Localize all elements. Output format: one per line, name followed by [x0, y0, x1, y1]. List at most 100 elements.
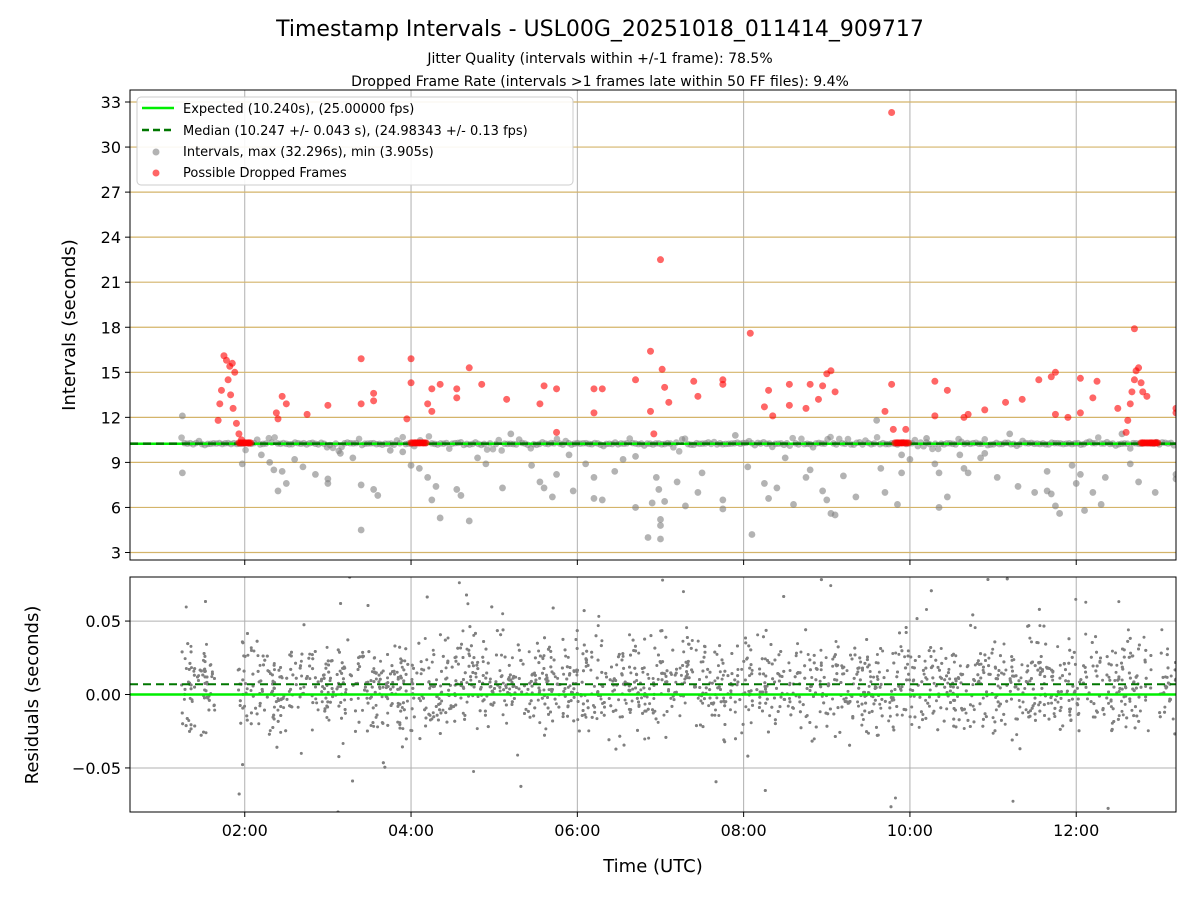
residual-point — [991, 731, 995, 735]
residual-point — [1116, 717, 1120, 721]
residual-point — [991, 716, 995, 720]
interval-point — [1151, 489, 1159, 496]
residual-point — [690, 815, 693, 818]
residual-point — [1159, 651, 1163, 655]
residual-point — [794, 654, 798, 658]
residual-point — [324, 662, 328, 666]
residual-point — [427, 666, 431, 670]
residual-point — [439, 669, 443, 673]
residual-point — [472, 633, 476, 637]
interval-point — [673, 478, 681, 486]
residual-point — [320, 700, 324, 704]
residual-point — [736, 668, 740, 672]
residual-point — [909, 655, 913, 659]
residual-point — [920, 680, 924, 684]
interval-point — [553, 471, 560, 478]
interval-point — [271, 434, 278, 441]
residual-point — [321, 685, 325, 689]
residual-point — [1050, 701, 1054, 705]
residual-point — [611, 679, 615, 683]
residual-point — [962, 707, 966, 711]
residual-point — [602, 713, 606, 717]
residual-point — [945, 674, 949, 678]
residual-point — [1146, 729, 1150, 733]
interval-point — [1076, 471, 1084, 478]
residual-point — [755, 688, 759, 692]
dropped-point — [407, 379, 415, 387]
residual-point — [943, 678, 947, 682]
residual-point — [849, 653, 853, 657]
residual-point — [499, 675, 503, 679]
residual-point — [492, 687, 496, 691]
residual-point — [887, 719, 891, 723]
residual-point — [470, 661, 474, 665]
residual-point — [501, 681, 505, 685]
interval-point — [694, 489, 702, 496]
residual-point — [386, 676, 390, 680]
dropped-point — [420, 439, 428, 447]
dropped-point — [1018, 395, 1026, 403]
x-tick-label-4: 10:00 — [887, 821, 933, 840]
residual-point — [903, 655, 907, 659]
dropped-point — [1151, 439, 1159, 447]
dropped-point — [232, 419, 240, 427]
legend-median-label: Median (10.247 +/- 0.043 s), (24.98343 +… — [183, 124, 528, 139]
residual-point — [993, 729, 997, 733]
residual-point — [522, 711, 526, 715]
dropped-point — [370, 397, 378, 405]
residual-point — [510, 680, 514, 684]
residual-point — [1121, 713, 1125, 717]
residual-point — [310, 653, 314, 657]
residual-point — [661, 578, 665, 582]
residual-point — [1095, 710, 1099, 714]
residual-point — [634, 649, 638, 653]
residual-point — [542, 733, 546, 737]
interval-point — [964, 469, 972, 477]
dropped-point — [658, 365, 666, 373]
residual-point — [417, 696, 421, 700]
residual-point — [819, 668, 823, 672]
residual-point — [543, 702, 547, 706]
interval-point — [1056, 510, 1063, 517]
residual-point — [373, 656, 377, 660]
residual-point — [268, 729, 272, 733]
residual-point — [716, 664, 720, 668]
residual-point — [924, 698, 928, 702]
residual-point — [885, 669, 889, 673]
residual-point — [721, 661, 725, 665]
residual-point — [193, 685, 197, 689]
residual-point — [1114, 670, 1118, 674]
residual-point — [484, 647, 488, 651]
residual-point — [472, 770, 476, 774]
residual-point — [682, 650, 686, 654]
residual-point — [533, 706, 537, 710]
residual-point — [986, 577, 990, 581]
residual-point — [1091, 715, 1095, 719]
residual-point — [1038, 666, 1042, 670]
residual-point — [476, 667, 480, 671]
residual-point — [633, 666, 637, 670]
residual-point — [633, 644, 637, 648]
residual-point — [841, 666, 845, 670]
residual-point — [284, 729, 288, 733]
residual-point — [1035, 640, 1039, 644]
residual-point — [246, 653, 250, 657]
residual-point — [833, 734, 837, 738]
residual-point — [532, 714, 536, 718]
residual-point — [971, 683, 975, 687]
residual-point — [260, 687, 264, 691]
residual-point — [476, 660, 480, 664]
residual-point — [206, 696, 210, 700]
residual-point — [439, 684, 443, 688]
residual-point — [285, 697, 289, 701]
residual-point — [750, 672, 754, 676]
interval-point — [507, 430, 515, 438]
residual-point — [797, 695, 801, 699]
residual-point — [723, 704, 727, 708]
residual-point — [910, 723, 914, 727]
residual-point — [1038, 709, 1042, 713]
interval-point — [1135, 478, 1142, 486]
residual-point — [791, 706, 795, 710]
residual-point — [900, 713, 904, 717]
residual-point — [881, 649, 885, 653]
